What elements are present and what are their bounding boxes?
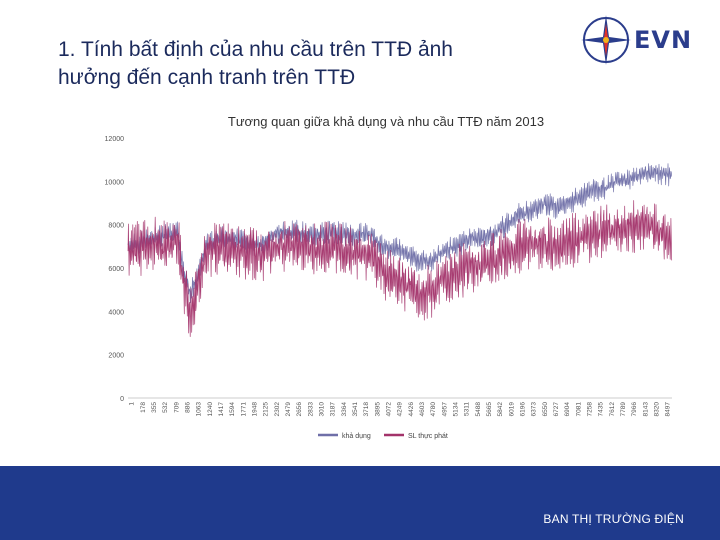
x-tick-label: 4957: [441, 402, 448, 417]
x-axis: 1 178 355 532 709 886 1063 1240 1417 1594 1771 1948…: [128, 397, 672, 417]
y-axis: 0 2000 4000 6000 8000 10000 12000: [105, 136, 125, 403]
compass-star-icon: [581, 15, 631, 65]
demand-chart: Tương quan giữa khả dụng và nhu cầu TTĐ …: [105, 114, 673, 440]
x-tick-label: 7789: [620, 402, 627, 417]
series-line-available: [127, 163, 673, 304]
x-tick-label: 4603: [419, 402, 426, 417]
x-tick-label: 1240: [207, 402, 214, 417]
x-tick-label: 7966: [631, 402, 638, 417]
slide-title-line-2: hưởng đến cạnh tranh trên TTĐ: [58, 66, 356, 89]
x-tick-label: 709: [173, 402, 180, 413]
x-tick-label: 1594: [229, 402, 236, 417]
y-tick-label: 8000: [108, 223, 124, 230]
y-tick-label: 12000: [105, 136, 125, 143]
x-tick-label: 4249: [397, 402, 404, 417]
footer-text: BAN THỊ TRƯỜNG ĐIỆN: [543, 512, 684, 526]
x-tick-label: 7258: [587, 402, 594, 417]
slide-title: 1. Tính bất định của nhu cầu trên TTĐ ản…: [58, 36, 558, 92]
x-tick-label: 2833: [307, 402, 314, 417]
series-line-actual: [127, 200, 673, 337]
x-tick-label: 6373: [531, 402, 538, 417]
y-tick-label: 0: [120, 396, 124, 403]
x-tick-label: 886: [185, 402, 192, 413]
y-tick-label: 2000: [108, 353, 124, 360]
legend: khả dụng SL thực phát: [318, 433, 448, 440]
x-tick-label: 5488: [475, 402, 482, 417]
x-tick-label: 6904: [564, 402, 571, 417]
x-tick-label: 6196: [520, 402, 527, 417]
x-tick-label: 1948: [252, 402, 259, 417]
series-layer: [127, 163, 673, 337]
x-tick-label: 6550: [542, 402, 549, 417]
x-tick-label: 6019: [508, 402, 515, 417]
x-tick-label: 5842: [497, 402, 504, 417]
x-tick-label: 4426: [408, 402, 415, 417]
evn-logo: EVN: [578, 12, 698, 68]
x-tick-label: 2656: [296, 402, 303, 417]
x-tick-label: 7435: [598, 402, 605, 417]
x-tick-label: 3364: [341, 402, 348, 417]
x-tick-label: 1771: [240, 402, 247, 417]
y-tick-label: 6000: [108, 266, 124, 273]
x-tick-label: 5134: [453, 402, 460, 417]
x-tick-label: 7081: [575, 402, 582, 417]
x-tick-label: 8143: [642, 402, 649, 417]
x-tick-label: 4780: [430, 402, 437, 417]
x-tick-label: 1063: [196, 402, 203, 417]
x-tick-label: 532: [162, 402, 169, 413]
x-tick-label: 7612: [609, 402, 616, 417]
x-tick-label: 3895: [374, 402, 381, 417]
x-tick-label: 2479: [285, 402, 292, 417]
evn-logo-text: EVN: [634, 26, 693, 54]
legend-label: khả dụng: [342, 433, 371, 440]
x-tick-label: 3010: [319, 402, 326, 417]
x-tick-label: 2125: [263, 402, 270, 417]
x-tick-label: 6727: [553, 402, 560, 417]
x-tick-label: 8320: [654, 402, 661, 417]
x-tick-label: 3718: [363, 402, 370, 417]
x-tick-label: 5665: [486, 402, 493, 417]
x-tick-label: 355: [151, 402, 158, 413]
x-tick-label: 3187: [330, 402, 337, 417]
slide-title-line-1: 1. Tính bất định của nhu cầu trên TTĐ ản…: [58, 38, 453, 61]
chart-title: Tương quan giữa khả dụng và nhu cầu TTĐ …: [228, 114, 544, 129]
legend-label: SL thực phát: [408, 433, 448, 440]
x-tick-label: 3541: [352, 402, 359, 417]
x-tick-label: 2302: [274, 402, 281, 417]
x-tick-label: 4072: [386, 402, 393, 417]
footer-bar: BAN THỊ TRƯỜNG ĐIỆN: [0, 466, 720, 540]
y-tick-label: 10000: [105, 179, 125, 186]
x-tick-label: 1: [129, 402, 136, 406]
x-tick-label: 5311: [464, 402, 471, 416]
x-tick-label: 8497: [665, 402, 672, 417]
x-tick-label: 178: [140, 402, 147, 413]
x-tick-label: 1417: [218, 402, 225, 417]
y-tick-label: 4000: [108, 309, 124, 316]
